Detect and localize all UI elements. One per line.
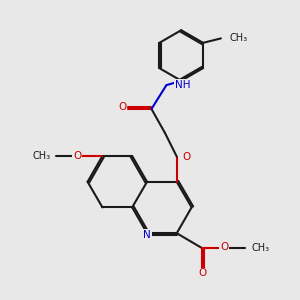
Text: NH: NH bbox=[175, 80, 190, 90]
Text: CH₃: CH₃ bbox=[229, 33, 248, 43]
Text: O: O bbox=[73, 151, 81, 161]
Text: O: O bbox=[198, 268, 206, 278]
Text: O: O bbox=[220, 242, 228, 252]
Text: CH₃: CH₃ bbox=[33, 151, 51, 161]
Text: CH₃: CH₃ bbox=[251, 243, 269, 253]
Text: O: O bbox=[118, 103, 126, 112]
Text: N: N bbox=[143, 230, 151, 240]
Text: O: O bbox=[182, 152, 190, 161]
